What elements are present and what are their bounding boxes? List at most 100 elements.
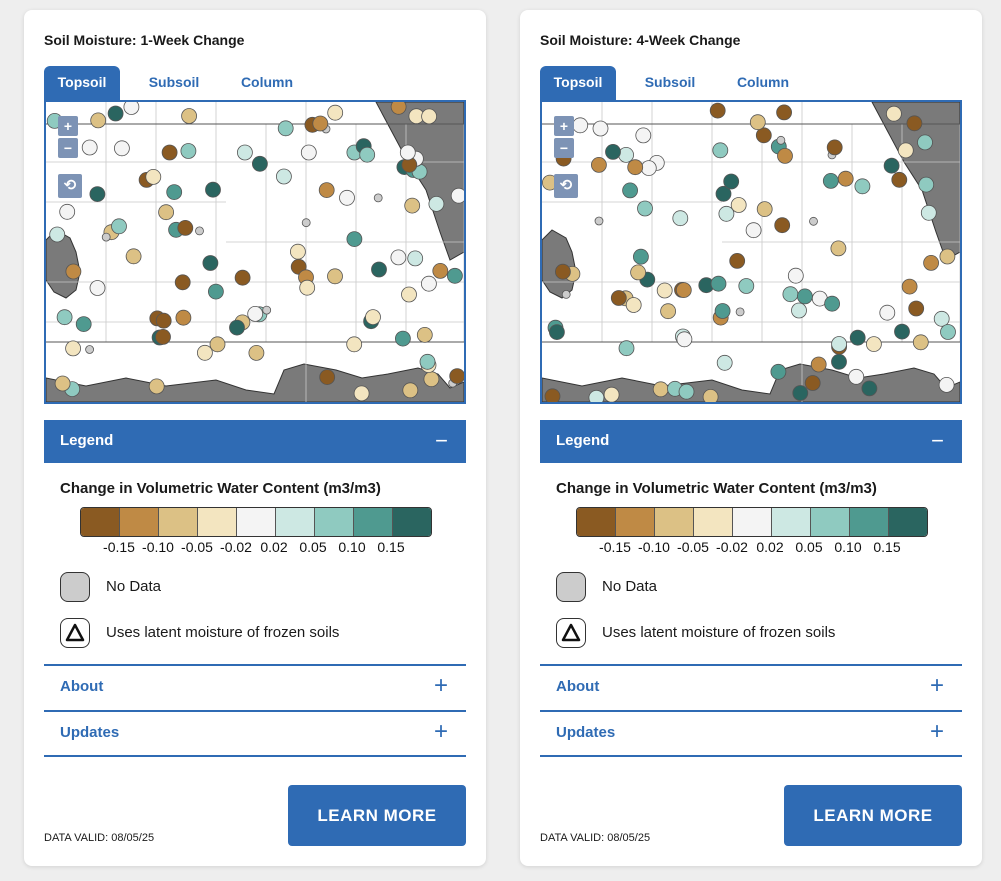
station-marker: [712, 142, 729, 159]
updates-label: Updates: [556, 724, 616, 741]
no-data-swatch: [556, 572, 586, 602]
station-marker: [603, 386, 620, 402]
station-marker: [554, 263, 571, 280]
station-marker: [716, 354, 733, 371]
station-marker: [236, 144, 253, 161]
soil-moisture-1-week-card: Soil Moisture: 1-Week Change Topsoil Sub…: [24, 10, 486, 866]
station-marker: [824, 295, 841, 312]
station-marker: [327, 268, 343, 285]
map-canvas: [542, 102, 960, 402]
station-marker: [114, 140, 130, 157]
station-marker: [75, 316, 92, 333]
station-marker: [420, 275, 437, 292]
legend-title: Change in Volumetric Water Content (m3/m…: [556, 480, 877, 497]
zoom-in-button[interactable]: +: [58, 116, 78, 136]
station-marker: [676, 331, 693, 348]
zoom-in-button[interactable]: +: [554, 116, 574, 136]
station-marker: [777, 148, 793, 164]
station-marker: [401, 286, 417, 303]
station-marker: [714, 303, 731, 319]
about-label: About: [60, 678, 104, 695]
color-ramp: [576, 507, 928, 537]
soil-moisture-4-week-card: Soil Moisture: 4-Week Change Topsoil Sub…: [520, 10, 982, 866]
tick-label: 0.15: [873, 539, 901, 555]
station-marker: [782, 286, 799, 303]
station-marker: [894, 323, 910, 340]
station-marker: [923, 254, 940, 271]
station-marker: [879, 304, 896, 321]
reset-view-icon[interactable]: ⟲: [58, 174, 82, 198]
station-marker: [180, 143, 197, 159]
station-marker: [640, 160, 657, 176]
station-marker: [248, 344, 265, 361]
learn-more-button[interactable]: LEARN MORE: [288, 785, 466, 846]
soil-moisture-map[interactable]: + − ⟲: [44, 100, 466, 404]
station-marker: [770, 363, 787, 380]
station-marker: [622, 182, 638, 199]
station-marker: [906, 115, 923, 132]
tick-label: 0.10: [338, 539, 366, 555]
station-marker: [359, 146, 376, 163]
soil-moisture-map[interactable]: + − ⟲: [540, 100, 962, 404]
station-marker: [299, 279, 316, 296]
tab-column[interactable]: Column: [240, 74, 294, 90]
station-marker: [745, 222, 762, 239]
station-marker: [209, 336, 226, 353]
updates-label: Updates: [60, 724, 120, 741]
station-marker: [660, 303, 676, 320]
plus-icon[interactable]: +: [433, 718, 448, 745]
minus-icon[interactable]: −: [435, 428, 448, 453]
plus-icon[interactable]: +: [433, 672, 448, 699]
zoom-out-button[interactable]: −: [58, 138, 78, 158]
station-marker: [548, 324, 565, 341]
zoom-out-button[interactable]: −: [554, 138, 574, 158]
station-marker: [635, 127, 652, 144]
station-marker: [89, 280, 106, 296]
station-marker: [627, 159, 644, 176]
frozen-label: Uses latent moisture of frozen soils: [106, 624, 340, 641]
station-marker: [848, 368, 865, 385]
about-accordion[interactable]: About +: [44, 664, 466, 710]
station-marker: [339, 189, 355, 206]
reset-view-icon[interactable]: ⟲: [554, 174, 578, 198]
station-marker: [312, 115, 329, 132]
ramp-swatch: [694, 508, 733, 536]
station-marker: [54, 375, 71, 392]
tab-subsoil[interactable]: Subsoil: [644, 74, 696, 90]
plus-icon[interactable]: +: [929, 718, 944, 745]
station-marker: [175, 309, 192, 326]
ramp-swatch: [237, 508, 276, 536]
legend-header[interactable]: Legend −: [540, 420, 962, 463]
station-marker: [416, 326, 433, 343]
station-marker: [174, 274, 191, 291]
no-data-label: No Data: [106, 578, 162, 595]
tab-topsoil[interactable]: Topsoil: [540, 66, 616, 100]
plus-icon[interactable]: +: [929, 672, 944, 699]
legend-header[interactable]: Legend −: [44, 420, 466, 463]
color-ramp: [80, 507, 432, 537]
station-marker: [822, 173, 839, 189]
ramp-swatch: [276, 508, 315, 536]
about-accordion[interactable]: About +: [540, 664, 962, 710]
station-marker: [652, 381, 669, 398]
updates-accordion[interactable]: Updates +: [44, 710, 466, 756]
station-marker: [450, 187, 464, 204]
frozen-label: Uses latent moisture of frozen soils: [602, 624, 836, 641]
station-marker: [912, 334, 929, 351]
learn-more-button[interactable]: LEARN MORE: [784, 785, 962, 846]
station-marker: [729, 252, 746, 269]
tab-topsoil[interactable]: Topsoil: [44, 66, 120, 100]
station-marker: [792, 385, 809, 401]
station-marker: [229, 319, 245, 336]
tab-column[interactable]: Column: [736, 74, 790, 90]
map-canvas: [46, 102, 464, 402]
station-marker: [592, 120, 609, 137]
tab-subsoil[interactable]: Subsoil: [148, 74, 200, 90]
station-marker: [702, 389, 719, 402]
minus-icon[interactable]: −: [931, 428, 944, 453]
tick-label: 0.02: [756, 539, 784, 555]
station-marker: [883, 157, 900, 174]
station-marker: [917, 134, 933, 151]
updates-accordion[interactable]: Updates +: [540, 710, 962, 756]
tick-label: 0.10: [834, 539, 862, 555]
